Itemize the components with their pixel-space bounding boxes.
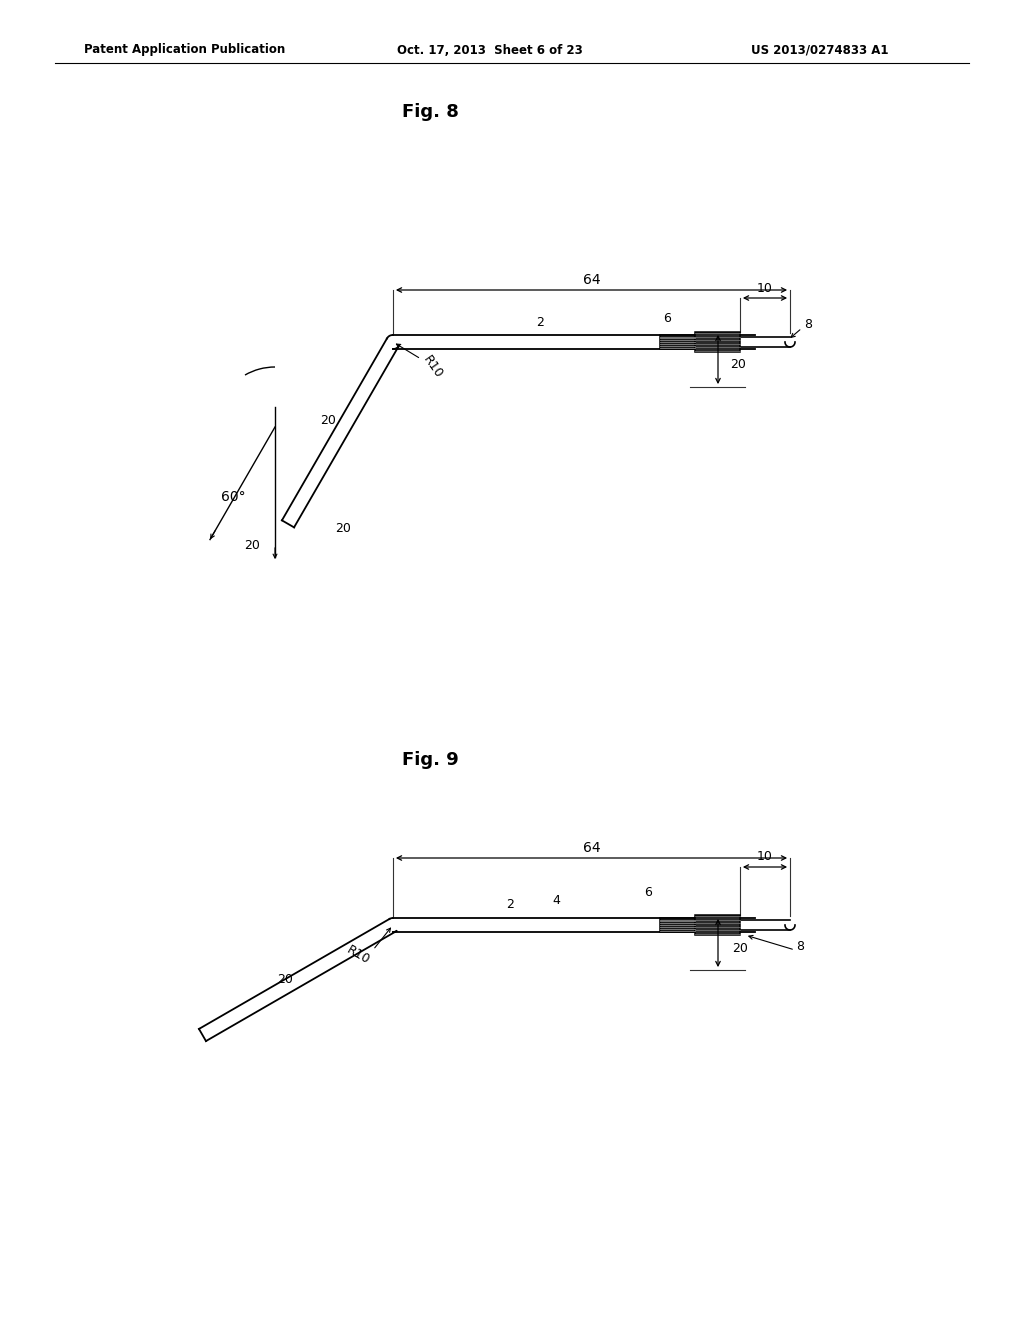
- FancyBboxPatch shape: [695, 915, 740, 935]
- FancyBboxPatch shape: [695, 333, 740, 352]
- Text: 8: 8: [804, 318, 812, 331]
- Text: US 2013/0274833 A1: US 2013/0274833 A1: [752, 44, 889, 57]
- Text: 20: 20: [732, 941, 748, 954]
- Text: 6: 6: [664, 312, 671, 325]
- Text: R10: R10: [421, 354, 445, 380]
- Text: 60°: 60°: [221, 490, 246, 504]
- Text: 2: 2: [506, 899, 514, 912]
- Text: 10: 10: [757, 281, 773, 294]
- Text: 64: 64: [583, 273, 600, 286]
- Text: 20: 20: [335, 523, 351, 536]
- Text: 8: 8: [796, 940, 804, 953]
- Text: 2: 2: [536, 315, 544, 329]
- Text: Patent Application Publication: Patent Application Publication: [84, 44, 286, 57]
- Text: R10: R10: [344, 944, 372, 966]
- FancyBboxPatch shape: [660, 335, 695, 348]
- FancyBboxPatch shape: [660, 917, 695, 932]
- Text: 10: 10: [757, 850, 773, 863]
- Text: 64: 64: [583, 841, 600, 855]
- Text: 20: 20: [730, 358, 745, 371]
- Text: 20: 20: [321, 414, 336, 426]
- Text: 6: 6: [644, 887, 652, 899]
- Text: 20: 20: [278, 973, 293, 986]
- Text: Fig. 9: Fig. 9: [401, 751, 459, 770]
- Text: 20: 20: [244, 539, 260, 552]
- Text: Fig. 8: Fig. 8: [401, 103, 459, 121]
- Text: Oct. 17, 2013  Sheet 6 of 23: Oct. 17, 2013 Sheet 6 of 23: [397, 44, 583, 57]
- Text: 4: 4: [552, 894, 560, 907]
